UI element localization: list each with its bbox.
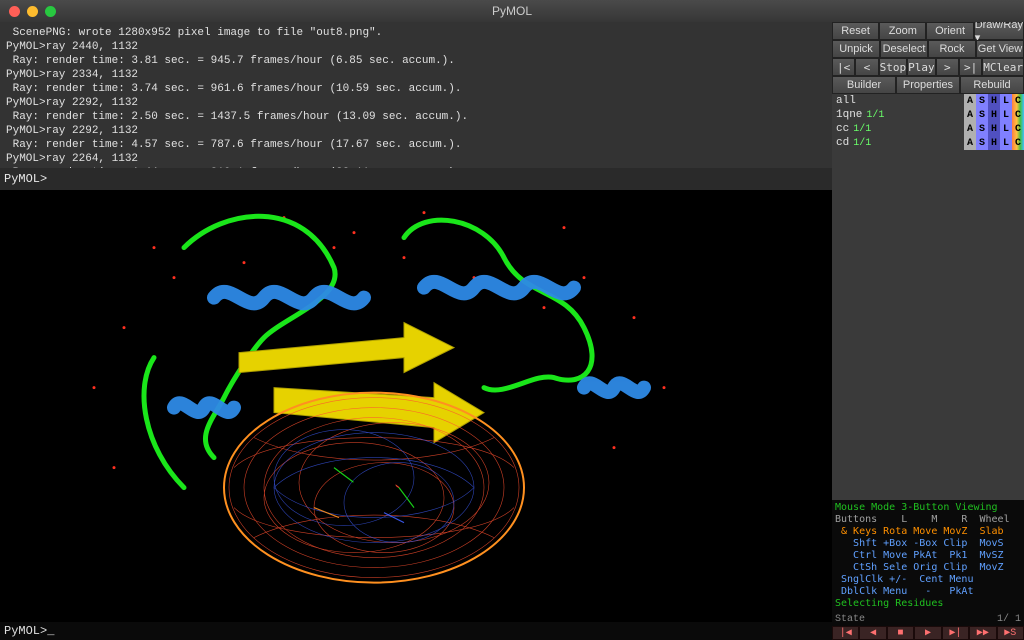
s-button[interactable]: S: [976, 122, 988, 136]
titlebar: PyMOL: [0, 0, 1024, 22]
row2-btn-0[interactable]: Unpick: [832, 40, 880, 58]
row4-btn-0[interactable]: Builder: [832, 76, 896, 94]
toolbar-row-4: BuilderPropertiesRebuild: [832, 76, 1024, 94]
object-row-all[interactable]: allASHLC: [832, 94, 1024, 108]
vcr-btn-5[interactable]: ▶▶: [969, 626, 996, 640]
row1-btn-0[interactable]: Reset: [832, 22, 879, 40]
mouse-mode-panel[interactable]: Mouse Mode 3-Button Viewing Buttons L M …: [832, 500, 1024, 612]
viewport-3d[interactable]: [0, 190, 832, 622]
l-button[interactable]: L: [1000, 136, 1012, 150]
molecule-render: [64, 190, 704, 608]
row2-btn-2[interactable]: Rock: [928, 40, 976, 58]
row2-btn-1[interactable]: Deselect: [880, 40, 928, 58]
object-label: 1qne1/1: [832, 109, 964, 121]
vcr-btn-0[interactable]: |◀: [832, 626, 859, 640]
vcr-btn-2[interactable]: ■: [887, 626, 914, 640]
command-prompt: PyMOL>: [4, 172, 47, 186]
state-label: State: [835, 614, 865, 625]
bottom-prompt: PyMOL>_: [4, 624, 54, 638]
row1-btn-1[interactable]: Zoom: [879, 22, 926, 40]
ashlc-buttons: ASHLC: [964, 108, 1024, 122]
vcr-btn-1[interactable]: ◀: [859, 626, 886, 640]
ashlc-buttons: ASHLC: [964, 94, 1024, 108]
a-button[interactable]: A: [964, 136, 976, 150]
c-button[interactable]: C: [1012, 94, 1024, 108]
h-button[interactable]: H: [988, 94, 1000, 108]
s-button[interactable]: S: [976, 94, 988, 108]
l-button[interactable]: L: [1000, 108, 1012, 122]
s-button[interactable]: S: [976, 108, 988, 122]
window-controls: [0, 6, 56, 17]
toolbar-row-3: |<<StopPlay>>|MClear: [832, 58, 1024, 76]
row3-btn-2[interactable]: Stop: [879, 58, 908, 76]
object-label: cd1/1: [832, 137, 964, 149]
console-output: ScenePNG: wrote 1280x952 pixel image to …: [0, 22, 832, 168]
row4-btn-2[interactable]: Rebuild: [960, 76, 1024, 94]
window-title: PyMOL: [0, 4, 1024, 18]
h-button[interactable]: H: [988, 122, 1000, 136]
l-button[interactable]: L: [1000, 94, 1012, 108]
vcr-btn-4[interactable]: ▶|: [942, 626, 969, 640]
s-button[interactable]: S: [976, 136, 988, 150]
bottom-command-line[interactable]: PyMOL>_: [0, 622, 832, 640]
command-input[interactable]: PyMOL>: [0, 168, 832, 190]
h-button[interactable]: H: [988, 108, 1000, 122]
vcr-btn-3[interactable]: ▶: [914, 626, 941, 640]
row3-btn-5[interactable]: >|: [959, 58, 982, 76]
a-button[interactable]: A: [964, 108, 976, 122]
row3-btn-4[interactable]: >: [936, 58, 959, 76]
row2-btn-3[interactable]: Get View: [976, 40, 1024, 58]
vcr-row: |◀◀■▶▶|▶▶▶S: [832, 626, 1024, 640]
c-button[interactable]: C: [1012, 108, 1024, 122]
toolbar-row-1: ResetZoomOrientDraw/Ray ▾: [832, 22, 1024, 40]
c-button[interactable]: C: [1012, 136, 1024, 150]
ashlc-buttons: ASHLC: [964, 122, 1024, 136]
h-button[interactable]: H: [988, 136, 1000, 150]
l-button[interactable]: L: [1000, 122, 1012, 136]
a-button[interactable]: A: [964, 94, 976, 108]
object-label: cc1/1: [832, 123, 964, 135]
toolbar-row-2: UnpickDeselectRockGet View: [832, 40, 1024, 58]
row3-btn-1[interactable]: <: [855, 58, 878, 76]
ashlc-buttons: ASHLC: [964, 136, 1024, 150]
vcr-btn-6[interactable]: ▶S: [997, 626, 1024, 640]
close-icon[interactable]: [9, 6, 20, 17]
row1-btn-2[interactable]: Orient: [926, 22, 973, 40]
c-button[interactable]: C: [1012, 122, 1024, 136]
row3-btn-3[interactable]: Play: [907, 58, 936, 76]
state-row: State 1/ 1: [832, 612, 1024, 626]
minimize-icon[interactable]: [27, 6, 38, 17]
zoom-icon[interactable]: [45, 6, 56, 17]
row1-btn-3[interactable]: Draw/Ray ▾: [974, 22, 1024, 40]
row3-btn-0[interactable]: |<: [832, 58, 855, 76]
object-row-cd[interactable]: cd1/1ASHLC: [832, 136, 1024, 150]
panel-spacer: [832, 150, 1024, 500]
a-button[interactable]: A: [964, 122, 976, 136]
state-value: 1/ 1: [997, 614, 1021, 625]
object-panel: allASHLC1qne1/1ASHLCcc1/1ASHLCcd1/1ASHLC: [832, 94, 1024, 150]
object-row-cc[interactable]: cc1/1ASHLC: [832, 122, 1024, 136]
row3-btn-6[interactable]: MClear: [982, 58, 1024, 76]
object-row-1qne[interactable]: 1qne1/1ASHLC: [832, 108, 1024, 122]
row4-btn-1[interactable]: Properties: [896, 76, 960, 94]
object-label: all: [832, 95, 964, 107]
